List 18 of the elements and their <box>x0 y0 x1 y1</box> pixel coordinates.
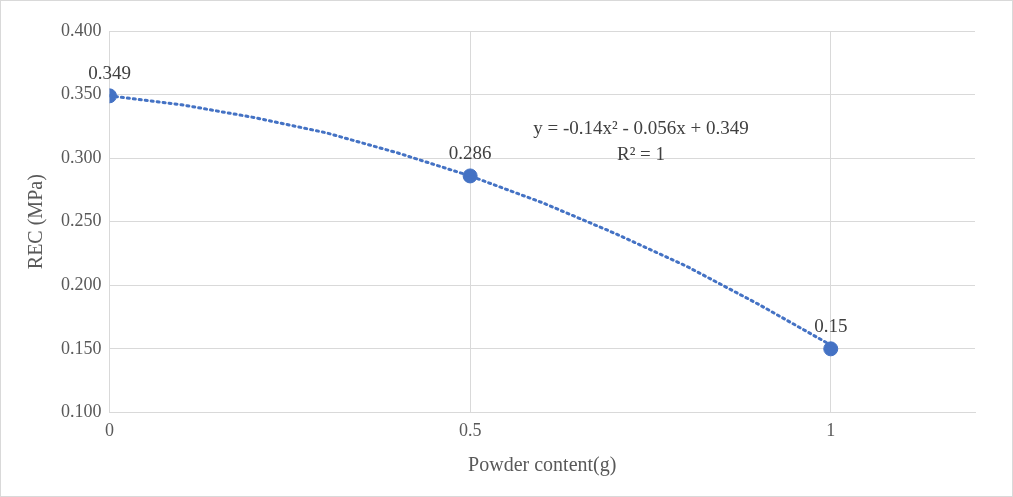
y-tick-label: 0.400 <box>61 19 102 40</box>
x-tick-label: 1 <box>826 419 836 440</box>
point <box>823 341 839 357</box>
y-tick-label: 0.150 <box>61 337 102 358</box>
x-axis-title: Powder content(g) <box>468 453 617 477</box>
annotation: R² = 1 <box>615 142 667 166</box>
x-tick-label: 0 <box>105 419 114 440</box>
y-tick-label: 0.100 <box>61 401 102 422</box>
x-tick-label: 0.5 <box>458 419 482 440</box>
data-label: 0.286 <box>448 142 492 164</box>
data-label: 0.15 <box>814 315 848 337</box>
annotation: y = -0.14x² - 0.056x + 0.349 <box>532 116 750 140</box>
data-label: 0.349 <box>88 62 131 84</box>
y-tick-label: 0.200 <box>61 274 102 294</box>
y-tick-label: 0.250 <box>61 210 102 231</box>
y-axis-title: REC (MPa) <box>24 174 48 270</box>
y-tick-label: 0.350 <box>61 83 102 104</box>
y-tick-label: 0.300 <box>61 146 102 167</box>
